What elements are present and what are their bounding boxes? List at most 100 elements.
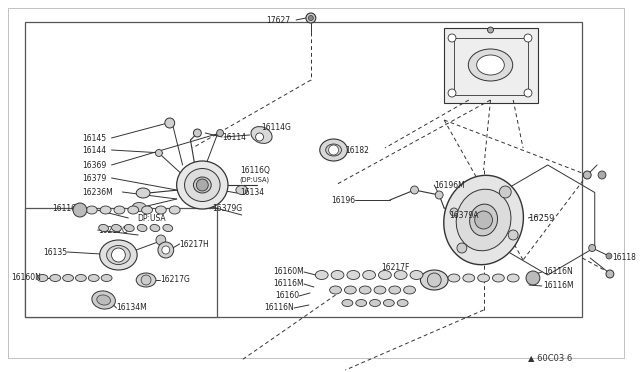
Ellipse shape — [463, 274, 475, 282]
Ellipse shape — [344, 286, 356, 294]
Ellipse shape — [320, 139, 348, 161]
Circle shape — [475, 211, 492, 229]
Text: 16116N: 16116N — [264, 304, 294, 312]
Text: 16160: 16160 — [275, 292, 299, 301]
Text: 16196: 16196 — [331, 196, 355, 205]
Ellipse shape — [100, 240, 137, 270]
Text: 16379: 16379 — [82, 173, 106, 183]
Text: DP:USA: DP:USA — [137, 214, 166, 222]
Ellipse shape — [394, 270, 407, 279]
Ellipse shape — [492, 274, 504, 282]
Circle shape — [156, 150, 163, 157]
Text: 16116M: 16116M — [273, 279, 304, 289]
Bar — [25, 22, 582, 317]
Circle shape — [524, 89, 532, 97]
Ellipse shape — [444, 175, 524, 265]
Ellipse shape — [383, 299, 394, 307]
Text: 16116N: 16116N — [543, 267, 573, 276]
Text: 16217G: 16217G — [99, 225, 129, 234]
Ellipse shape — [331, 270, 344, 279]
Ellipse shape — [508, 274, 519, 282]
Ellipse shape — [114, 206, 125, 214]
Ellipse shape — [477, 55, 504, 75]
Ellipse shape — [410, 270, 423, 279]
Text: 16217G: 16217G — [160, 276, 189, 285]
Ellipse shape — [111, 224, 122, 231]
Circle shape — [589, 244, 596, 251]
Ellipse shape — [97, 295, 111, 305]
Ellipse shape — [37, 275, 48, 282]
Circle shape — [329, 145, 339, 155]
Ellipse shape — [136, 188, 150, 198]
Circle shape — [111, 248, 125, 262]
Text: 16144: 16144 — [82, 145, 106, 154]
Text: 16379A: 16379A — [449, 211, 479, 219]
Circle shape — [255, 133, 264, 141]
Ellipse shape — [101, 275, 112, 282]
Ellipse shape — [136, 273, 156, 287]
Text: 16160M: 16160M — [273, 267, 304, 276]
Circle shape — [448, 89, 456, 97]
Ellipse shape — [470, 204, 497, 236]
Ellipse shape — [404, 286, 415, 294]
Text: 16145: 16145 — [82, 134, 106, 142]
Ellipse shape — [448, 274, 460, 282]
Circle shape — [450, 208, 458, 216]
Ellipse shape — [99, 224, 109, 231]
Ellipse shape — [169, 206, 180, 214]
Circle shape — [508, 230, 518, 240]
Text: 16134M: 16134M — [116, 304, 147, 312]
Ellipse shape — [156, 206, 166, 214]
Ellipse shape — [369, 299, 380, 307]
Ellipse shape — [76, 275, 86, 282]
Ellipse shape — [330, 286, 342, 294]
Ellipse shape — [251, 126, 272, 144]
Text: 16118: 16118 — [612, 253, 636, 263]
Circle shape — [308, 16, 314, 20]
Ellipse shape — [50, 275, 61, 282]
Circle shape — [606, 253, 612, 259]
Ellipse shape — [100, 206, 111, 214]
Bar — [444, 28, 538, 103]
Text: ▲ 60C03 6: ▲ 60C03 6 — [528, 353, 572, 362]
Ellipse shape — [326, 144, 342, 156]
Text: 16217H: 16217H — [180, 240, 209, 248]
Text: 16236M: 16236M — [82, 187, 113, 196]
Circle shape — [162, 246, 170, 254]
Text: 16134: 16134 — [240, 187, 264, 196]
Ellipse shape — [374, 286, 386, 294]
Circle shape — [583, 171, 591, 179]
Circle shape — [606, 270, 614, 278]
Ellipse shape — [92, 291, 115, 309]
Ellipse shape — [397, 299, 408, 307]
Ellipse shape — [163, 224, 173, 231]
Circle shape — [428, 273, 441, 287]
Text: 16135: 16135 — [43, 247, 67, 257]
Circle shape — [435, 191, 443, 199]
Ellipse shape — [236, 186, 248, 195]
Text: 16379G: 16379G — [212, 203, 243, 212]
Bar — [25, 208, 217, 317]
Circle shape — [306, 13, 316, 23]
Ellipse shape — [378, 270, 391, 279]
Text: 16217F: 16217F — [381, 263, 410, 273]
Circle shape — [410, 186, 419, 194]
Ellipse shape — [124, 224, 134, 231]
Ellipse shape — [86, 206, 97, 214]
Ellipse shape — [193, 177, 211, 193]
Text: 16196M: 16196M — [435, 180, 465, 189]
Circle shape — [448, 34, 456, 42]
Circle shape — [141, 275, 151, 285]
Ellipse shape — [468, 49, 513, 81]
Ellipse shape — [347, 270, 360, 279]
Ellipse shape — [63, 275, 74, 282]
Circle shape — [524, 34, 532, 42]
Ellipse shape — [389, 286, 401, 294]
Circle shape — [598, 171, 606, 179]
Ellipse shape — [150, 224, 160, 231]
Circle shape — [156, 235, 166, 245]
Ellipse shape — [456, 189, 511, 251]
Circle shape — [158, 242, 173, 258]
Text: 16259: 16259 — [528, 214, 554, 222]
Ellipse shape — [88, 275, 99, 282]
